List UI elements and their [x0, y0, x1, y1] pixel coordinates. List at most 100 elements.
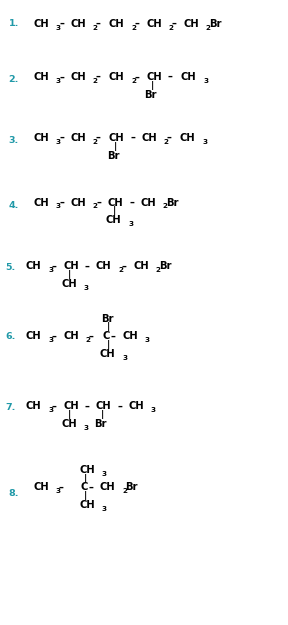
Text: 3: 3 [101, 506, 106, 512]
Text: –: – [84, 401, 89, 411]
Text: 3: 3 [122, 354, 127, 361]
Text: CH: CH [146, 72, 162, 82]
Text: 3: 3 [144, 337, 149, 343]
Text: CH: CH [61, 279, 77, 289]
Text: –: – [111, 331, 115, 341]
Text: 2: 2 [122, 488, 127, 494]
Text: CH: CH [71, 198, 86, 208]
Text: CH: CH [71, 19, 86, 29]
Text: CH: CH [71, 133, 86, 143]
Text: CH: CH [26, 261, 41, 271]
Text: –: – [59, 482, 64, 492]
Text: CH: CH [129, 401, 144, 411]
Text: CH: CH [71, 72, 86, 82]
Text: –: – [134, 72, 139, 82]
Text: 2: 2 [131, 78, 136, 84]
Text: 2: 2 [164, 139, 169, 145]
Text: C: C [80, 482, 88, 492]
Text: C: C [102, 331, 110, 341]
Text: 2: 2 [93, 78, 98, 84]
Text: CH: CH [181, 72, 196, 82]
Text: |: | [113, 206, 116, 215]
Text: CH: CH [142, 133, 157, 143]
Text: CH: CH [26, 331, 41, 341]
Text: CH: CH [96, 261, 111, 271]
Text: –: – [59, 133, 64, 143]
Text: 2: 2 [131, 24, 136, 31]
Text: 3: 3 [84, 424, 88, 431]
Text: –: – [130, 133, 135, 143]
Text: –: – [52, 331, 56, 341]
Text: 3: 3 [55, 78, 60, 84]
Text: 7.: 7. [6, 403, 16, 412]
Text: –: – [96, 72, 105, 82]
Text: 2.: 2. [9, 76, 19, 84]
Text: 2: 2 [155, 267, 160, 273]
Text: 2: 2 [85, 337, 90, 343]
Text: |: | [68, 270, 71, 279]
Text: CH: CH [33, 72, 49, 82]
Text: CH: CH [33, 133, 49, 143]
Text: –: – [96, 19, 105, 29]
Text: |: | [151, 81, 154, 90]
Text: CH: CH [33, 482, 49, 492]
Text: CH: CH [183, 19, 199, 29]
Text: CH: CH [96, 401, 111, 411]
Text: –: – [134, 19, 139, 29]
Text: –: – [96, 198, 101, 208]
Text: 3: 3 [55, 139, 60, 145]
Text: Br: Br [126, 482, 138, 492]
Text: 1.: 1. [9, 19, 19, 28]
Text: 3: 3 [48, 267, 53, 273]
Text: –: – [89, 331, 94, 341]
Text: 2: 2 [93, 139, 98, 145]
Text: CH: CH [109, 72, 124, 82]
Text: 2: 2 [168, 24, 173, 31]
Text: 3: 3 [55, 488, 60, 494]
Text: –: – [59, 198, 64, 208]
Text: 3: 3 [101, 471, 106, 477]
Text: |: | [107, 340, 110, 349]
Text: –: – [96, 133, 105, 143]
Text: |: | [84, 491, 87, 500]
Text: CH: CH [63, 261, 79, 271]
Text: –: – [129, 198, 134, 208]
Text: 3: 3 [202, 139, 207, 145]
Text: 2: 2 [93, 24, 98, 31]
Text: Br: Br [107, 151, 120, 161]
Text: 5.: 5. [6, 263, 16, 272]
Text: 6.: 6. [6, 332, 16, 341]
Text: Br: Br [209, 19, 221, 29]
Text: CH: CH [133, 261, 149, 271]
Text: CH: CH [63, 331, 79, 341]
Text: –: – [52, 401, 56, 411]
Text: |: | [114, 142, 117, 151]
Text: Br: Br [159, 261, 171, 271]
Text: CH: CH [109, 133, 124, 143]
Text: 3: 3 [48, 407, 53, 413]
Text: 3: 3 [48, 337, 53, 343]
Text: –: – [172, 19, 177, 29]
Text: 2: 2 [118, 267, 123, 273]
Text: CH: CH [146, 19, 162, 29]
Text: –: – [84, 261, 89, 271]
Text: –: – [122, 261, 126, 271]
Text: 4.: 4. [9, 201, 19, 209]
Text: |: | [101, 410, 104, 419]
Text: Br: Br [166, 198, 179, 208]
Text: CH: CH [33, 198, 49, 208]
Text: CH: CH [61, 419, 77, 429]
Text: CH: CH [100, 482, 115, 492]
Text: –: – [117, 401, 122, 411]
Text: CH: CH [100, 349, 115, 359]
Text: Br: Br [145, 90, 157, 100]
Text: –: – [167, 133, 176, 143]
Text: CH: CH [106, 215, 122, 225]
Text: CH: CH [109, 19, 124, 29]
Text: CH: CH [180, 133, 196, 143]
Text: 3: 3 [55, 203, 60, 209]
Text: |: | [68, 410, 71, 419]
Text: –: – [168, 72, 177, 82]
Text: CH: CH [26, 401, 41, 411]
Text: 3: 3 [128, 221, 133, 227]
